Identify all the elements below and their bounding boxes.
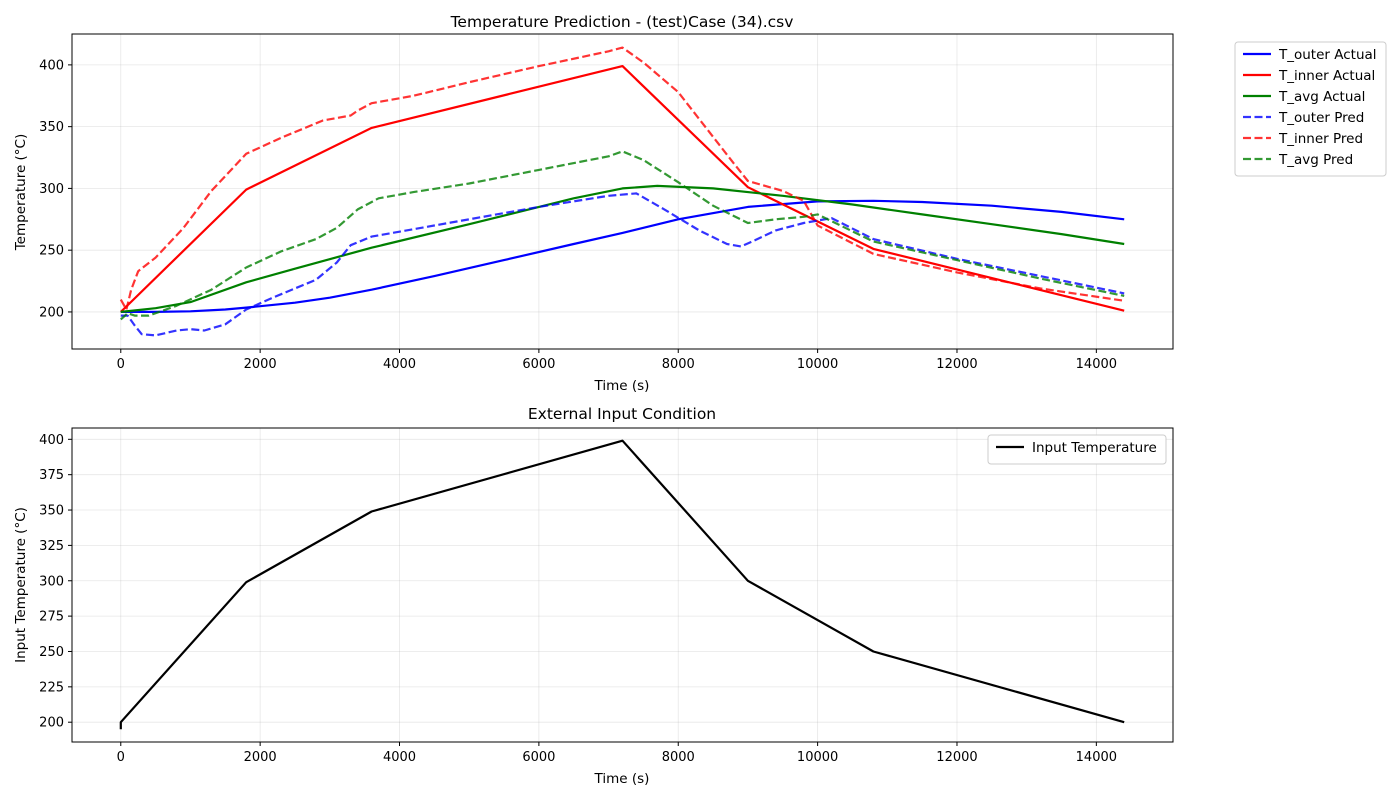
x-tick-label: 12000 bbox=[936, 357, 977, 372]
legend: Input Temperature bbox=[987, 434, 1167, 465]
y-axis-label: Temperature (°C) bbox=[13, 134, 29, 252]
x-axis-ticks: 0 2000 4000 6000 8000 10000 12000 14000 bbox=[117, 349, 1117, 372]
series-line-t-inner-actual bbox=[120, 64, 1125, 313]
y-tick-label: 350 bbox=[39, 504, 64, 519]
x-axis-ticks: 0 2000 4000 6000 8000 10000 12000 14000 bbox=[117, 742, 1117, 765]
plot-lines bbox=[119, 439, 1125, 730]
y-tick-label: 350 bbox=[39, 120, 64, 135]
y-tick-label: 250 bbox=[39, 645, 64, 660]
x-axis-label: Time (s) bbox=[594, 771, 650, 787]
y-tick-label: 300 bbox=[39, 574, 64, 589]
x-tick-label: 12000 bbox=[936, 750, 977, 765]
legend-label-t-inner-pred: T_inner Pred bbox=[1278, 131, 1363, 147]
series-line-input-temperature bbox=[119, 439, 1125, 730]
y-axis-ticks: 200 250 300 350 400 bbox=[39, 58, 72, 320]
x-tick-label: 14000 bbox=[1076, 357, 1117, 372]
x-axis-label: Time (s) bbox=[594, 378, 650, 394]
y-tick-label: 325 bbox=[39, 539, 64, 554]
x-tick-label: 8000 bbox=[662, 750, 695, 765]
series-line-t-inner-pred bbox=[119, 46, 1125, 311]
x-tick-label: 2000 bbox=[244, 750, 277, 765]
x-tick-label: 6000 bbox=[522, 357, 555, 372]
y-tick-label: 400 bbox=[39, 433, 64, 448]
legend-box bbox=[987, 434, 1167, 465]
x-tick-label: 10000 bbox=[797, 750, 838, 765]
series-line-t-outer-pred bbox=[120, 192, 1125, 337]
y-tick-label: 400 bbox=[39, 58, 64, 73]
x-tick-label: 4000 bbox=[383, 750, 416, 765]
series-line-t-avg-pred bbox=[120, 150, 1125, 321]
y-tick-label: 375 bbox=[39, 468, 64, 483]
legend-label-t-inner-actual: T_inner Actual bbox=[1278, 68, 1375, 84]
legend-label-t-avg-actual: T_avg Actual bbox=[1278, 89, 1365, 105]
x-tick-label: 8000 bbox=[662, 357, 695, 372]
chart-title: External Input Condition bbox=[528, 405, 716, 423]
y-axis-label: Input Temperature (°C) bbox=[13, 507, 29, 663]
x-tick-label: 14000 bbox=[1076, 750, 1117, 765]
plot-frame bbox=[71, 427, 1174, 743]
y-tick-label: 250 bbox=[39, 244, 64, 259]
x-tick-label: 6000 bbox=[522, 750, 555, 765]
series-line-t-avg-actual bbox=[120, 184, 1125, 313]
legend-label-t-outer-actual: T_outer Actual bbox=[1278, 47, 1377, 63]
legend-box bbox=[1234, 41, 1387, 177]
x-tick-label: 10000 bbox=[797, 357, 838, 372]
y-axis-ticks: 200 225 250 275 300 325 350 375 400 bbox=[39, 433, 72, 731]
y-tick-label: 200 bbox=[39, 716, 64, 731]
plot-lines bbox=[119, 46, 1125, 337]
x-tick-label: 0 bbox=[117, 357, 125, 372]
x-tick-label: 2000 bbox=[244, 357, 277, 372]
legend-label-t-avg-pred: T_avg Pred bbox=[1278, 152, 1353, 168]
temperature-prediction-chart: Temperature Prediction - (test)Case (34)… bbox=[13, 13, 1387, 394]
plot-frame bbox=[71, 33, 1174, 350]
external-input-chart: External Input Condition 0 2000 4000 6000 80… bbox=[13, 405, 1174, 787]
legend-label-input-temperature: Input Temperature bbox=[1032, 440, 1157, 456]
grid bbox=[72, 34, 1173, 349]
legend-label-t-outer-pred: T_outer Pred bbox=[1278, 110, 1364, 126]
y-tick-label: 225 bbox=[39, 680, 64, 695]
grid bbox=[72, 428, 1173, 742]
y-tick-label: 200 bbox=[39, 305, 64, 320]
y-tick-label: 275 bbox=[39, 610, 64, 625]
x-tick-label: 0 bbox=[117, 750, 125, 765]
series-line-t-outer-actual bbox=[120, 199, 1125, 313]
y-tick-label: 300 bbox=[39, 182, 64, 197]
chart-title: Temperature Prediction - (test)Case (34)… bbox=[450, 13, 794, 31]
legend: T_outer Actual T_inner Actual T_avg Actual… bbox=[1234, 41, 1387, 177]
x-tick-label: 4000 bbox=[383, 357, 416, 372]
